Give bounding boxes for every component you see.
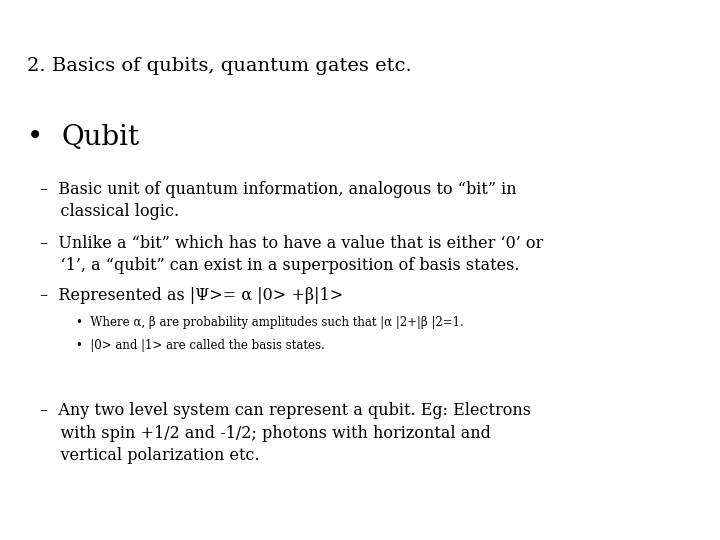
Text: –  Basic unit of quantum information, analogous to “bit” in
    classical logic.: – Basic unit of quantum information, ana… bbox=[40, 181, 516, 220]
Text: •  |0> and |1> are called the basis states.: • |0> and |1> are called the basis state… bbox=[76, 339, 324, 352]
Text: –  Represented as |Ψ>= α |0> +β|1>: – Represented as |Ψ>= α |0> +β|1> bbox=[40, 287, 343, 304]
Text: Qubit: Qubit bbox=[61, 124, 140, 151]
Text: 2. Basics of qubits, quantum gates etc.: 2. Basics of qubits, quantum gates etc. bbox=[27, 57, 412, 75]
Text: •  Where α, β are probability amplitudes such that |α |2+|β |2=1.: • Where α, β are probability amplitudes … bbox=[76, 316, 464, 329]
Text: –  Any two level system can represent a qubit. Eg: Electrons
    with spin +1/2 : – Any two level system can represent a q… bbox=[40, 402, 531, 464]
Text: –  Unlike a “bit” which has to have a value that is either ‘0’ or
    ‘1’, a “qu: – Unlike a “bit” which has to have a val… bbox=[40, 235, 543, 274]
Text: •: • bbox=[27, 124, 44, 151]
